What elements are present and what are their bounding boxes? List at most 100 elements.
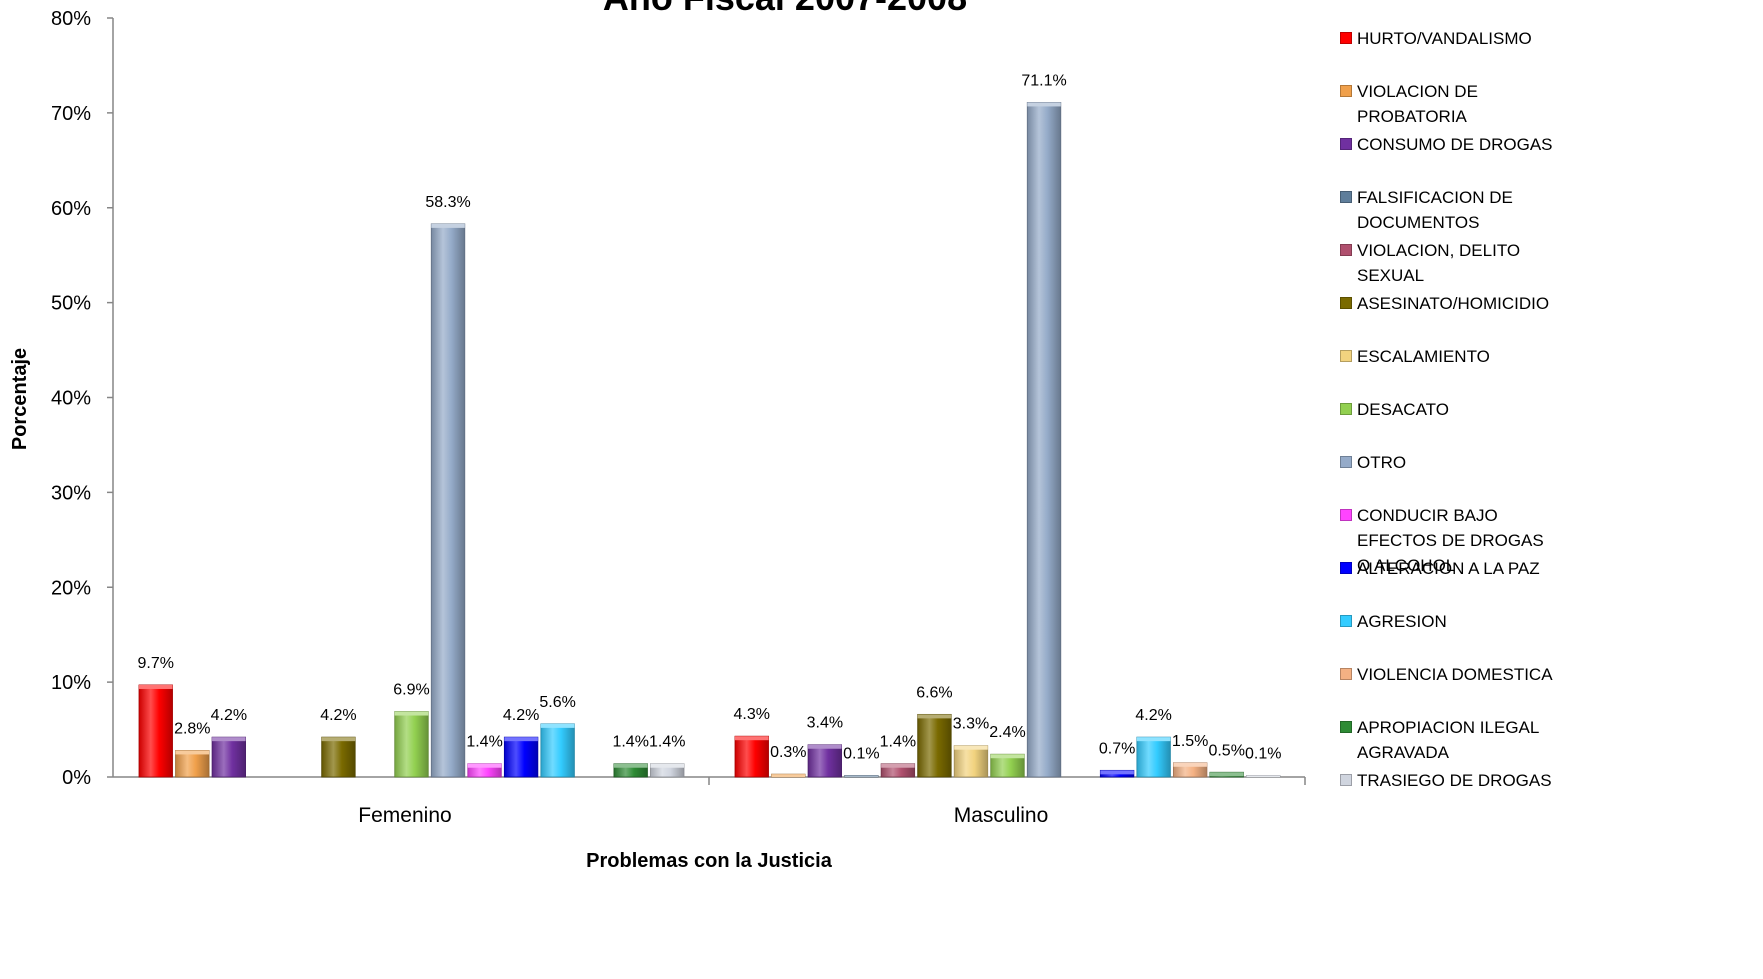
bar-body (211, 736, 246, 778)
bar (990, 753, 1025, 778)
bar (1026, 102, 1062, 778)
bar-top-bevel (990, 754, 1025, 759)
bar-top-bevel (540, 723, 575, 728)
legend-swatch (1340, 297, 1352, 309)
bar (175, 750, 210, 778)
bar (650, 763, 685, 778)
legend-item: VIOLACION DE PROBATORIA (1340, 80, 1760, 129)
bar-top-bevel (917, 714, 952, 719)
bar-body (430, 223, 466, 778)
bar (503, 736, 539, 778)
bar-top-bevel (771, 774, 806, 777)
data-label: 4.2% (503, 707, 539, 724)
data-label: 0.3% (770, 744, 806, 761)
legend-swatch (1340, 85, 1352, 97)
legend-item: APROPIACION ILEGAL AGRAVADA (1340, 716, 1760, 765)
bar (540, 723, 575, 778)
legend-item: HURTO/VANDALISMO (1340, 27, 1760, 51)
data-label: 4.2% (211, 707, 247, 724)
legend-swatch (1340, 668, 1352, 680)
legend-item: FALSIFICACION DE DOCUMENTOS (1340, 186, 1760, 235)
bar-body (394, 711, 429, 778)
category-label: Masculino (954, 804, 1049, 827)
legend-item: DESACATO (1340, 398, 1760, 422)
legend-item: OTRO (1340, 451, 1760, 475)
data-label: 5.6% (539, 694, 575, 711)
bar-body (734, 735, 769, 778)
data-label: 0.1% (1245, 746, 1281, 763)
legend-item: CONSUMO DE DROGAS (1340, 133, 1760, 157)
y-tick-label: 20% (51, 577, 91, 599)
legend-item: VIOLACION, DELITO SEXUAL (1340, 239, 1760, 288)
data-label: 1.4% (612, 734, 648, 751)
bar (953, 745, 989, 778)
bar (467, 763, 502, 778)
bar (394, 711, 429, 778)
legend-label: VIOLENCIA DOMESTICA (1357, 665, 1553, 684)
bar-body (321, 736, 356, 778)
bar (1136, 736, 1171, 778)
bar (734, 735, 769, 778)
y-tick-label: 60% (51, 198, 91, 220)
bar (613, 763, 648, 778)
legend-label: VIOLACION DE PROBATORIA (1357, 82, 1478, 126)
bar-top-bevel (394, 711, 429, 716)
data-label: 1.4% (880, 734, 916, 751)
data-label: 9.7% (138, 655, 174, 672)
bar-body (503, 736, 539, 778)
legend-label: ASESINATO/HOMICIDIO (1357, 294, 1550, 313)
bar-top-bevel (431, 223, 465, 228)
bar (1173, 762, 1208, 778)
bar (844, 775, 879, 778)
bar-top-bevel (844, 775, 879, 777)
legend-label: TRASIEGO DE DROGAS (1357, 771, 1552, 790)
legend-swatch (1340, 562, 1352, 574)
data-label: 1.5% (1172, 733, 1208, 750)
bar-top-bevel (735, 736, 769, 741)
bar-body (540, 723, 575, 778)
bar-top-bevel (321, 737, 356, 742)
legend-item: TRASIEGO DE DROGAS (1340, 769, 1760, 793)
bar-body (138, 684, 173, 778)
legend-swatch (1340, 191, 1352, 203)
bar-top-bevel (1209, 772, 1244, 777)
bar-top-bevel (212, 737, 246, 742)
bar-body (1026, 102, 1062, 778)
bar-top-bevel (808, 744, 842, 749)
legend-label: HURTO/VANDALISMO (1357, 29, 1532, 48)
legend-swatch (1340, 403, 1352, 415)
legend-swatch (1340, 615, 1352, 627)
data-label: 0.7% (1099, 740, 1135, 757)
data-label: 1.4% (466, 734, 502, 751)
legend-label: ESCALAMIENTO (1357, 347, 1490, 366)
bar-body (1136, 736, 1171, 778)
bar (211, 736, 246, 778)
bar-top-bevel (1136, 737, 1171, 742)
bar (1099, 769, 1135, 778)
bar-body (953, 745, 989, 778)
x-axis-title: Problemas con la Justicia (586, 850, 833, 872)
bar-top-bevel (1173, 762, 1207, 767)
legend-item: VIOLENCIA DOMESTICA (1340, 663, 1760, 687)
bar-top-bevel (1246, 775, 1280, 777)
bar-top-bevel (175, 750, 210, 755)
legend-swatch (1340, 721, 1352, 733)
legend-item: AGRESION (1340, 610, 1760, 634)
bar-top-bevel (881, 763, 915, 768)
bar (138, 684, 173, 778)
data-label: 4.2% (1135, 707, 1171, 724)
data-label: 0.1% (843, 746, 879, 763)
legend-swatch (1340, 32, 1352, 44)
bar-top-bevel (650, 763, 684, 768)
legend-swatch (1340, 774, 1352, 786)
legend-item: ESCALAMIENTO (1340, 345, 1760, 369)
y-tick-label: 30% (51, 482, 91, 504)
bar (1246, 775, 1281, 778)
bar (1209, 771, 1244, 778)
bar (880, 763, 916, 778)
legend-label: AGRESION (1357, 612, 1447, 631)
legend-label: OTRO (1357, 453, 1407, 472)
y-tick-label: 10% (51, 672, 91, 694)
data-label: 0.5% (1208, 742, 1244, 759)
data-label: 71.1% (1021, 72, 1066, 89)
